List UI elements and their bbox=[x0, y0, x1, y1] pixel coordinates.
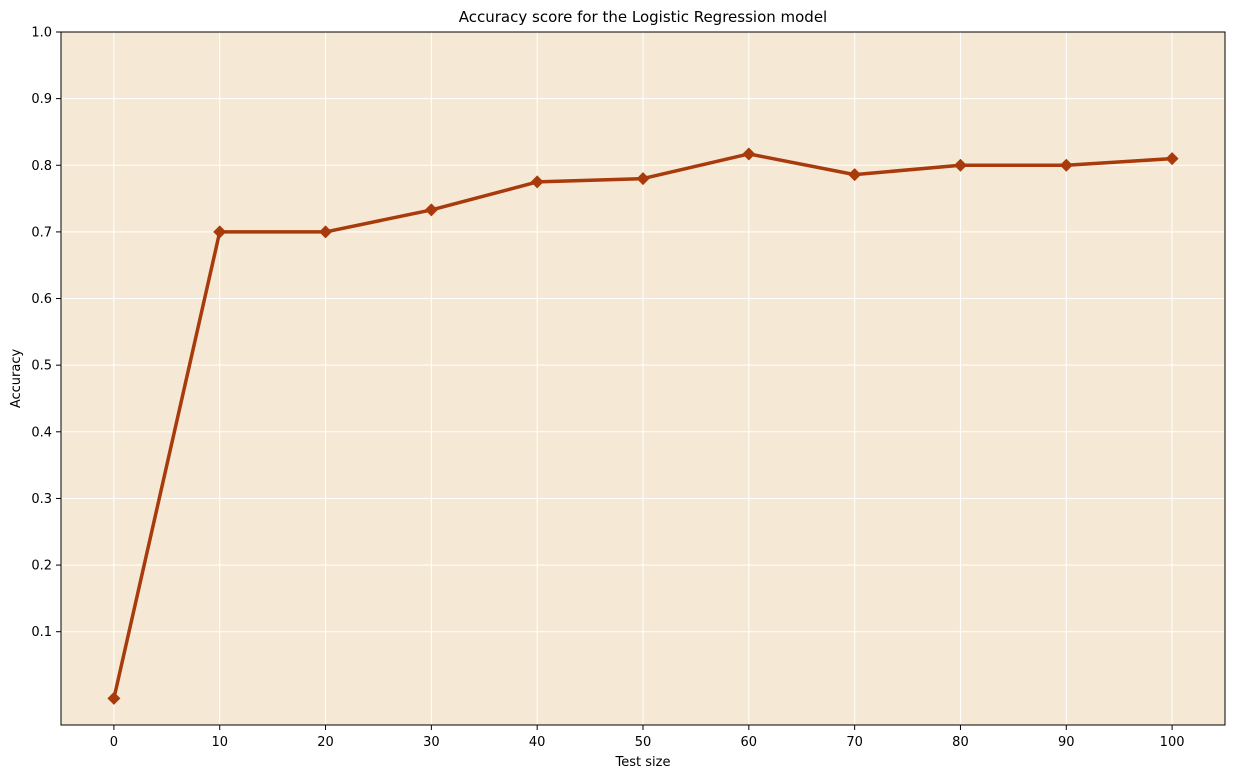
plot-frame bbox=[60, 31, 1226, 726]
x-tick-label: 80 bbox=[952, 735, 969, 750]
x-tick-label: 60 bbox=[741, 735, 758, 750]
y-tick-label: 0.8 bbox=[31, 159, 52, 174]
y-tick-label: 0.3 bbox=[31, 492, 52, 507]
data-point bbox=[1165, 152, 1179, 166]
data-point bbox=[848, 168, 862, 182]
y-tick-label: 0.5 bbox=[31, 359, 52, 374]
y-tick-label: 1.0 bbox=[31, 26, 52, 41]
data-point bbox=[1059, 158, 1073, 172]
series-group bbox=[107, 147, 1179, 705]
y-axis-label: Accuracy bbox=[9, 349, 24, 409]
x-tick-label: 30 bbox=[423, 735, 440, 750]
y-tick-label: 0.2 bbox=[31, 559, 52, 574]
x-tick-label: 40 bbox=[529, 735, 546, 750]
data-point bbox=[424, 203, 438, 217]
y-tick-label: 0.6 bbox=[31, 292, 52, 307]
data-point bbox=[213, 225, 227, 239]
x-tick-label: 10 bbox=[211, 735, 228, 750]
x-tick-label: 90 bbox=[1058, 735, 1075, 750]
axis-ticks: 0 10 20 30 40 50 60 70 80 90 100 0.1 0.2 0.3 0.4 0.5 0.6… bbox=[31, 26, 1184, 751]
chart-title: Accuracy score for the Logistic Regressi… bbox=[459, 8, 827, 26]
x-tick-label: 50 bbox=[635, 735, 652, 750]
data-point bbox=[530, 175, 544, 189]
x-axis-label: Test size bbox=[615, 755, 671, 770]
x-tick-label: 100 bbox=[1160, 735, 1185, 750]
data-point bbox=[107, 691, 121, 705]
y-tick-label: 0.7 bbox=[31, 225, 52, 240]
y-tick-label: 0.1 bbox=[31, 625, 52, 640]
y-tick-label: 0.9 bbox=[31, 92, 52, 107]
x-tick-label: 20 bbox=[317, 735, 334, 750]
data-point bbox=[319, 225, 333, 239]
data-point bbox=[953, 158, 967, 172]
data-point bbox=[742, 147, 756, 161]
x-tick-label: 70 bbox=[846, 735, 863, 750]
data-point bbox=[636, 172, 650, 186]
x-tick-label: 0 bbox=[110, 735, 118, 750]
y-tick-label: 0.4 bbox=[31, 425, 52, 440]
